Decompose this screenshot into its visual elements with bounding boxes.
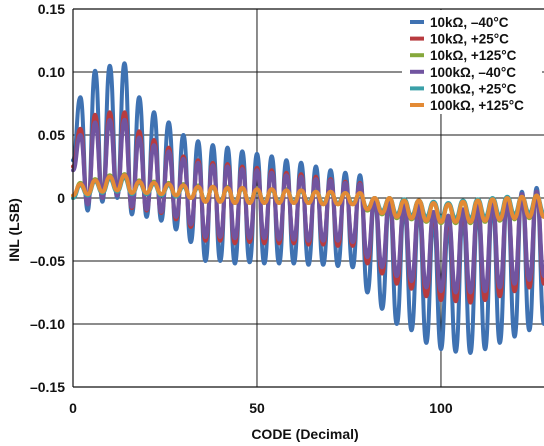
legend-label: 100kΩ, –40°C [430, 65, 516, 80]
x-axis-label: CODE (Decimal) [251, 426, 358, 442]
x-tick-label: 100 [429, 400, 453, 416]
x-axis-ticks: 0 50 100 [69, 400, 453, 416]
y-axis-ticks: 0.15 0.10 0.05 0 –0.05 –0.10 –0.15 [30, 1, 65, 395]
legend-label: 10kΩ, +25°C [430, 32, 509, 47]
series-line-5 [71, 173, 544, 224]
legend-label: 10kΩ, –40°C [430, 15, 509, 30]
legend-background [402, 10, 542, 114]
legend-label: 100kΩ, +25°C [430, 81, 517, 96]
y-tick-label: 0.05 [38, 127, 65, 143]
y-tick-label: –0.05 [30, 253, 65, 269]
plot-frame [72, 8, 544, 388]
series-lines [71, 61, 544, 355]
y-tick-label: –0.10 [30, 316, 65, 332]
x-tick-label: 50 [249, 400, 265, 416]
y-tick-label: 0 [57, 190, 65, 206]
legend-label: 100kΩ, +125°C [430, 98, 524, 113]
y-tick-label: –0.15 [30, 379, 65, 395]
y-axis-label: INL (LSB) [6, 198, 22, 262]
y-tick-label: 0.10 [38, 64, 65, 80]
y-tick-label: 0.15 [38, 1, 65, 17]
legend-label: 10kΩ, +125°C [430, 48, 517, 63]
x-tick-label: 0 [69, 400, 77, 416]
